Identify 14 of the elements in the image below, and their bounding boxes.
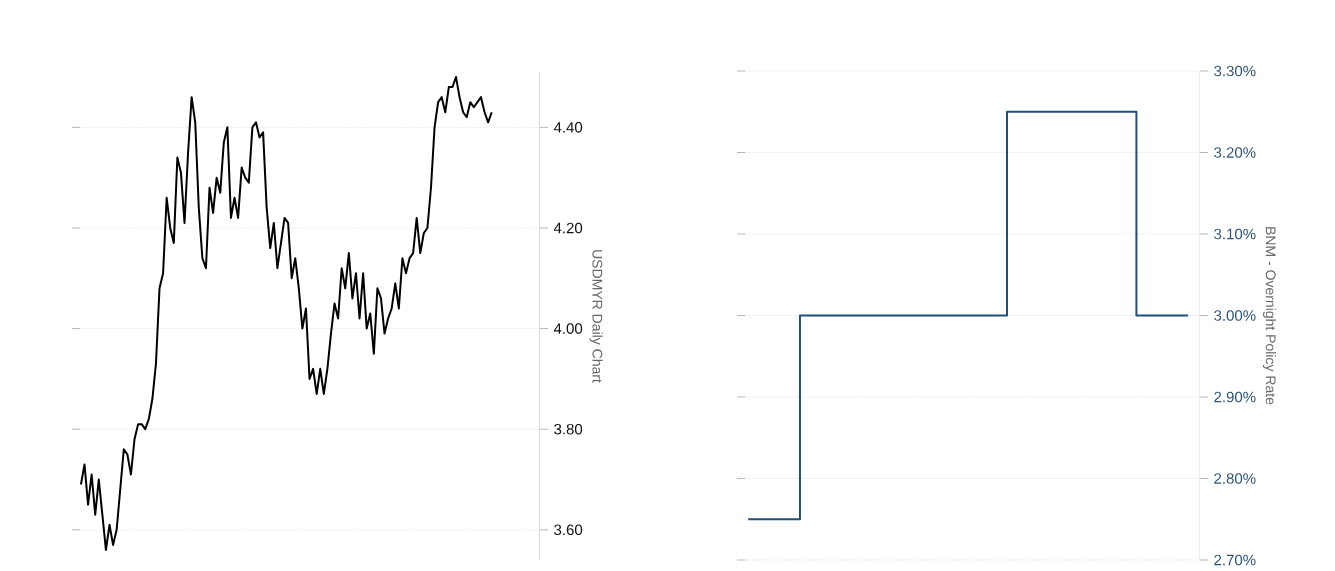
y-tick-label: 3.60 (554, 524, 583, 536)
y-tick-label: 2.80% (1214, 473, 1256, 484)
y-tick-label: 2.90% (1214, 391, 1256, 403)
y-tick-label: 3.80 (554, 423, 583, 435)
y-axis-title: USDMYR Daily Chart (589, 250, 603, 383)
y-tick-label: 3.30% (1214, 65, 1256, 77)
y-tick-label: 3.10% (1214, 228, 1256, 240)
y-tick-label: 2.70% (1214, 554, 1256, 566)
y-tick-label: 4.20 (553, 222, 583, 234)
y-tick-label: 4.40 (553, 122, 583, 133)
y-axis-title: BNM - Overnight Policy Rate (1262, 227, 1276, 405)
y-tick-label: 3.20% (1214, 147, 1256, 158)
y-tick-label: 3.00% (1214, 310, 1256, 321)
y-tick-label: 4.00 (553, 323, 583, 334)
